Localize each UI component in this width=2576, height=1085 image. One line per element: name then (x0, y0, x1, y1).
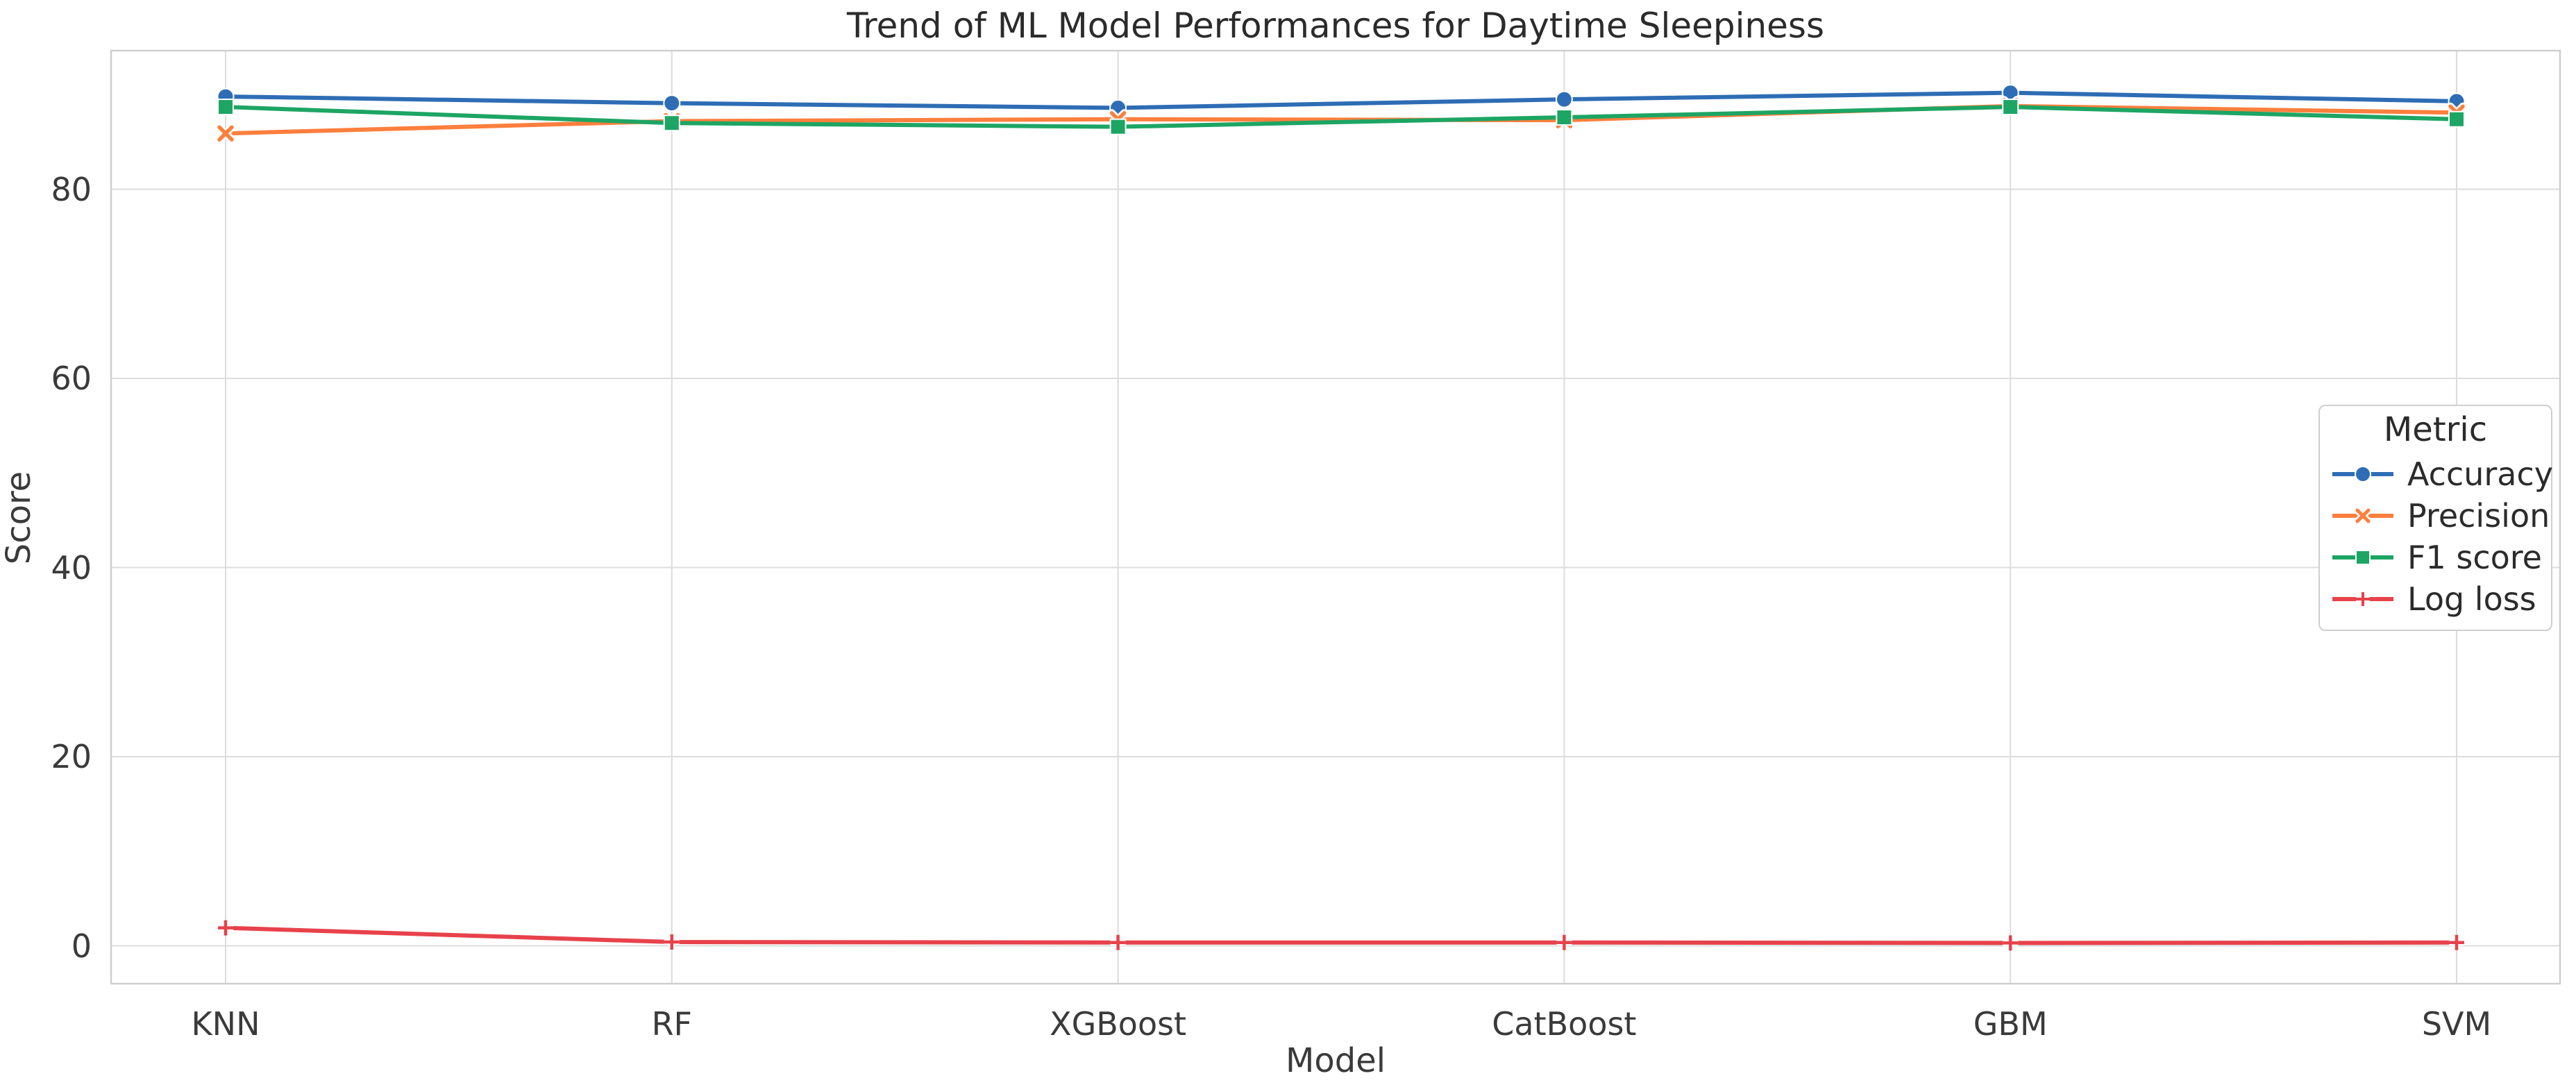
legend-item-accuracy: Accuracy (2320, 453, 2554, 495)
x-tick-label: RF (651, 1005, 692, 1043)
legend-item-label: Precision (2407, 497, 2550, 535)
series-line-log-loss-marker (2449, 934, 2464, 950)
series-line-f1-score-marker (217, 99, 234, 116)
series-line-log-loss-marker (2003, 935, 2019, 951)
legend-item-f1-score: F1 score (2320, 537, 2551, 578)
legend: Metric Accuracy Precision F1 score Log loss (2318, 405, 2554, 631)
x-tick-label: SVM (2421, 1005, 2492, 1043)
y-tick-label: 40 (51, 548, 92, 587)
y-tick-label: 80 (51, 170, 92, 208)
legend-swatch (2332, 550, 2393, 565)
x-axis-label: Model (1285, 1041, 1386, 1080)
legend-item-label: F1 score (2407, 539, 2542, 576)
y-tick-label: 20 (51, 738, 92, 776)
legend-swatch (2332, 507, 2393, 525)
y-tick-label: 60 (51, 360, 92, 398)
plus-marker-icon (2356, 592, 2370, 606)
legend-item-log-loss: Log loss (2320, 578, 2551, 620)
legend-item-label: Log loss (2407, 580, 2536, 618)
x-tick-label: GBM (1973, 1005, 2048, 1043)
series-line-f1-score (224, 105, 2459, 129)
series-line-accuracy (224, 90, 2459, 110)
legend-title: Metric (2383, 410, 2488, 449)
series-line-f1-score-marker (663, 115, 680, 132)
series-line-precision-marker (217, 125, 234, 142)
series-line-f1-score-marker (2002, 99, 2019, 116)
series-line-log-loss-marker (218, 920, 233, 936)
square-marker-icon (2355, 550, 2371, 565)
series-line-log-loss-marker (1110, 934, 1126, 950)
y-tick-label: 0 (71, 927, 92, 965)
plot-border (110, 49, 2561, 985)
legend-item-list: Accuracy Precision F1 score Log loss (2320, 453, 2554, 620)
series-line-f1-score-marker (1109, 118, 1127, 135)
legend-item-label: Accuracy (2407, 455, 2554, 493)
series-line-f1-score-marker (1556, 109, 1573, 126)
x-tick-label: XGBoost (1050, 1005, 1187, 1043)
x-marker-icon (2355, 508, 2371, 523)
series-line-log-loss-marker (1556, 934, 1572, 950)
legend-item-precision: Precision (2320, 495, 2551, 537)
y-axis-label: Score (0, 471, 38, 565)
circle-marker-icon (2355, 466, 2371, 482)
series-line-accuracy-marker (1555, 90, 1573, 108)
series-line-accuracy-marker (663, 94, 681, 112)
series-line-f1-score-marker (2448, 110, 2465, 128)
chart-title: Trend of ML Model Performances for Dayti… (846, 6, 1825, 46)
legend-swatch (2332, 466, 2393, 482)
series-line-log-loss (224, 925, 2459, 945)
x-tick-label: KNN (191, 1005, 260, 1043)
legend-swatch (2332, 592, 2393, 606)
series-line-log-loss-marker (664, 934, 680, 950)
x-tick-label: CatBoost (1492, 1005, 1637, 1043)
